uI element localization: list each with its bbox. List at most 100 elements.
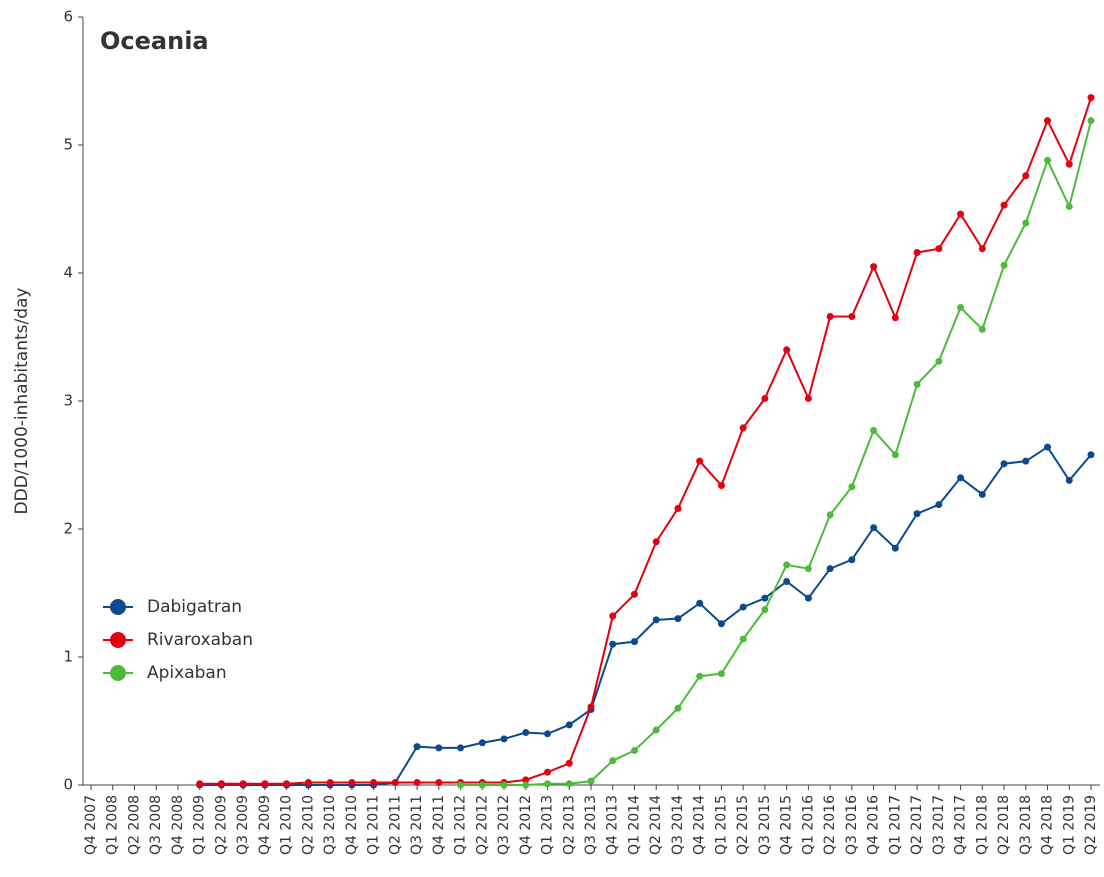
x-tick-label: Q4 2011 bbox=[431, 795, 447, 855]
series-line bbox=[460, 120, 1092, 786]
x-tick-label: Q2 2018 bbox=[996, 795, 1012, 855]
data-point bbox=[217, 780, 225, 788]
x-tick-label: Q1 2012 bbox=[453, 795, 469, 855]
data-point bbox=[804, 594, 812, 602]
data-point bbox=[283, 780, 291, 788]
data-point bbox=[870, 263, 878, 271]
x-tick-label: Q4 2016 bbox=[866, 795, 882, 855]
data-point bbox=[609, 612, 617, 620]
x-tick-label: Q3 2016 bbox=[844, 795, 860, 855]
x-tick-label: Q2 2009 bbox=[213, 795, 229, 855]
y-tick-label: 1 bbox=[63, 648, 73, 666]
legend-marker bbox=[110, 632, 126, 648]
data-point bbox=[413, 743, 421, 751]
data-point bbox=[435, 778, 443, 786]
data-point bbox=[1000, 261, 1008, 269]
data-point bbox=[826, 565, 834, 573]
x-tick-label: Q1 2013 bbox=[540, 795, 556, 855]
data-point bbox=[783, 561, 791, 569]
x-tick-label: Q1 2019 bbox=[1061, 795, 1077, 855]
data-point bbox=[804, 394, 812, 402]
x-tick-label: Q4 2007 bbox=[83, 795, 99, 855]
data-point bbox=[978, 245, 986, 253]
data-point bbox=[522, 776, 530, 784]
y-tick-label: 0 bbox=[63, 776, 73, 794]
data-point bbox=[522, 781, 530, 789]
data-point bbox=[1022, 172, 1030, 180]
data-point bbox=[1044, 117, 1052, 125]
data-point bbox=[1087, 117, 1095, 125]
data-point bbox=[500, 735, 508, 743]
data-point bbox=[848, 483, 856, 491]
series-line bbox=[199, 445, 1092, 786]
data-point bbox=[913, 510, 921, 518]
data-point bbox=[739, 424, 747, 432]
data-point bbox=[761, 394, 769, 402]
data-point bbox=[478, 739, 486, 747]
y-axis-label: DDD/1000-inhabitants/day bbox=[12, 288, 32, 515]
legend-marker bbox=[110, 599, 126, 615]
data-point bbox=[674, 615, 682, 623]
series-line bbox=[199, 97, 1092, 785]
x-tick-label: Q1 2014 bbox=[626, 795, 642, 855]
data-point bbox=[609, 640, 617, 648]
data-point bbox=[478, 781, 486, 789]
chart-title: Oceania bbox=[100, 27, 209, 55]
x-tick-label: Q4 2018 bbox=[1040, 795, 1056, 855]
data-point bbox=[348, 778, 356, 786]
data-point bbox=[544, 780, 552, 788]
x-tick-label: Q2 2019 bbox=[1083, 795, 1099, 855]
data-point bbox=[891, 544, 899, 552]
data-point bbox=[696, 457, 704, 465]
data-point bbox=[674, 505, 682, 513]
data-point bbox=[935, 501, 943, 509]
data-point bbox=[783, 577, 791, 585]
data-point bbox=[1065, 160, 1073, 168]
data-point bbox=[196, 780, 204, 788]
data-point bbox=[413, 778, 421, 786]
data-point bbox=[826, 313, 834, 321]
data-point bbox=[848, 313, 856, 321]
data-point bbox=[717, 670, 725, 678]
data-point bbox=[544, 730, 552, 738]
data-point bbox=[826, 511, 834, 519]
y-tick-label: 3 bbox=[63, 392, 73, 410]
data-point bbox=[739, 635, 747, 643]
data-point bbox=[652, 538, 660, 546]
x-tick-label: Q3 2009 bbox=[235, 795, 251, 855]
data-point bbox=[696, 599, 704, 607]
data-point bbox=[696, 672, 704, 680]
data-point bbox=[913, 249, 921, 257]
data-point bbox=[457, 781, 465, 789]
data-point bbox=[630, 638, 638, 646]
data-point bbox=[565, 780, 573, 788]
data-point bbox=[544, 768, 552, 776]
data-point bbox=[674, 704, 682, 712]
data-point bbox=[935, 357, 943, 365]
data-point bbox=[457, 744, 465, 752]
data-point bbox=[522, 729, 530, 737]
x-tick-label: Q2 2016 bbox=[822, 795, 838, 855]
data-point bbox=[652, 726, 660, 734]
data-point bbox=[587, 777, 595, 785]
data-point bbox=[1022, 457, 1030, 465]
data-point bbox=[957, 304, 965, 312]
data-point bbox=[370, 778, 378, 786]
x-tick-label: Q2 2014 bbox=[648, 795, 664, 855]
x-tick-label: Q4 2014 bbox=[692, 795, 708, 855]
x-tick-label: Q1 2011 bbox=[366, 795, 382, 855]
data-point bbox=[783, 346, 791, 354]
x-tick-label: Q3 2012 bbox=[496, 795, 512, 855]
data-point bbox=[1065, 202, 1073, 210]
data-point bbox=[239, 780, 247, 788]
legend-label: Apixaban bbox=[147, 663, 227, 683]
x-tick-label: Q4 2009 bbox=[257, 795, 273, 855]
data-point bbox=[957, 210, 965, 218]
legend-label: Dabigatran bbox=[147, 597, 242, 617]
x-tick-label: Q1 2018 bbox=[974, 795, 990, 855]
data-point bbox=[870, 524, 878, 532]
x-tick-label: Q3 2017 bbox=[931, 795, 947, 855]
data-point bbox=[717, 481, 725, 489]
data-point bbox=[1087, 94, 1095, 102]
data-point bbox=[326, 778, 334, 786]
